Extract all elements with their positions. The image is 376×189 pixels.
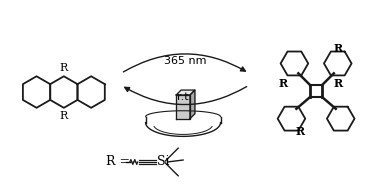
- Text: R: R: [334, 78, 343, 89]
- Polygon shape: [176, 95, 190, 119]
- Text: 365 nm: 365 nm: [164, 57, 206, 67]
- Text: r.t.: r.t.: [177, 92, 193, 102]
- Text: R: R: [60, 63, 68, 73]
- Text: R: R: [334, 43, 343, 54]
- Text: R: R: [295, 125, 304, 136]
- Polygon shape: [190, 90, 195, 119]
- Text: R: R: [279, 78, 288, 89]
- Text: Si: Si: [158, 156, 170, 168]
- Text: R =: R =: [106, 156, 134, 168]
- Polygon shape: [176, 90, 195, 95]
- Text: R: R: [60, 111, 68, 121]
